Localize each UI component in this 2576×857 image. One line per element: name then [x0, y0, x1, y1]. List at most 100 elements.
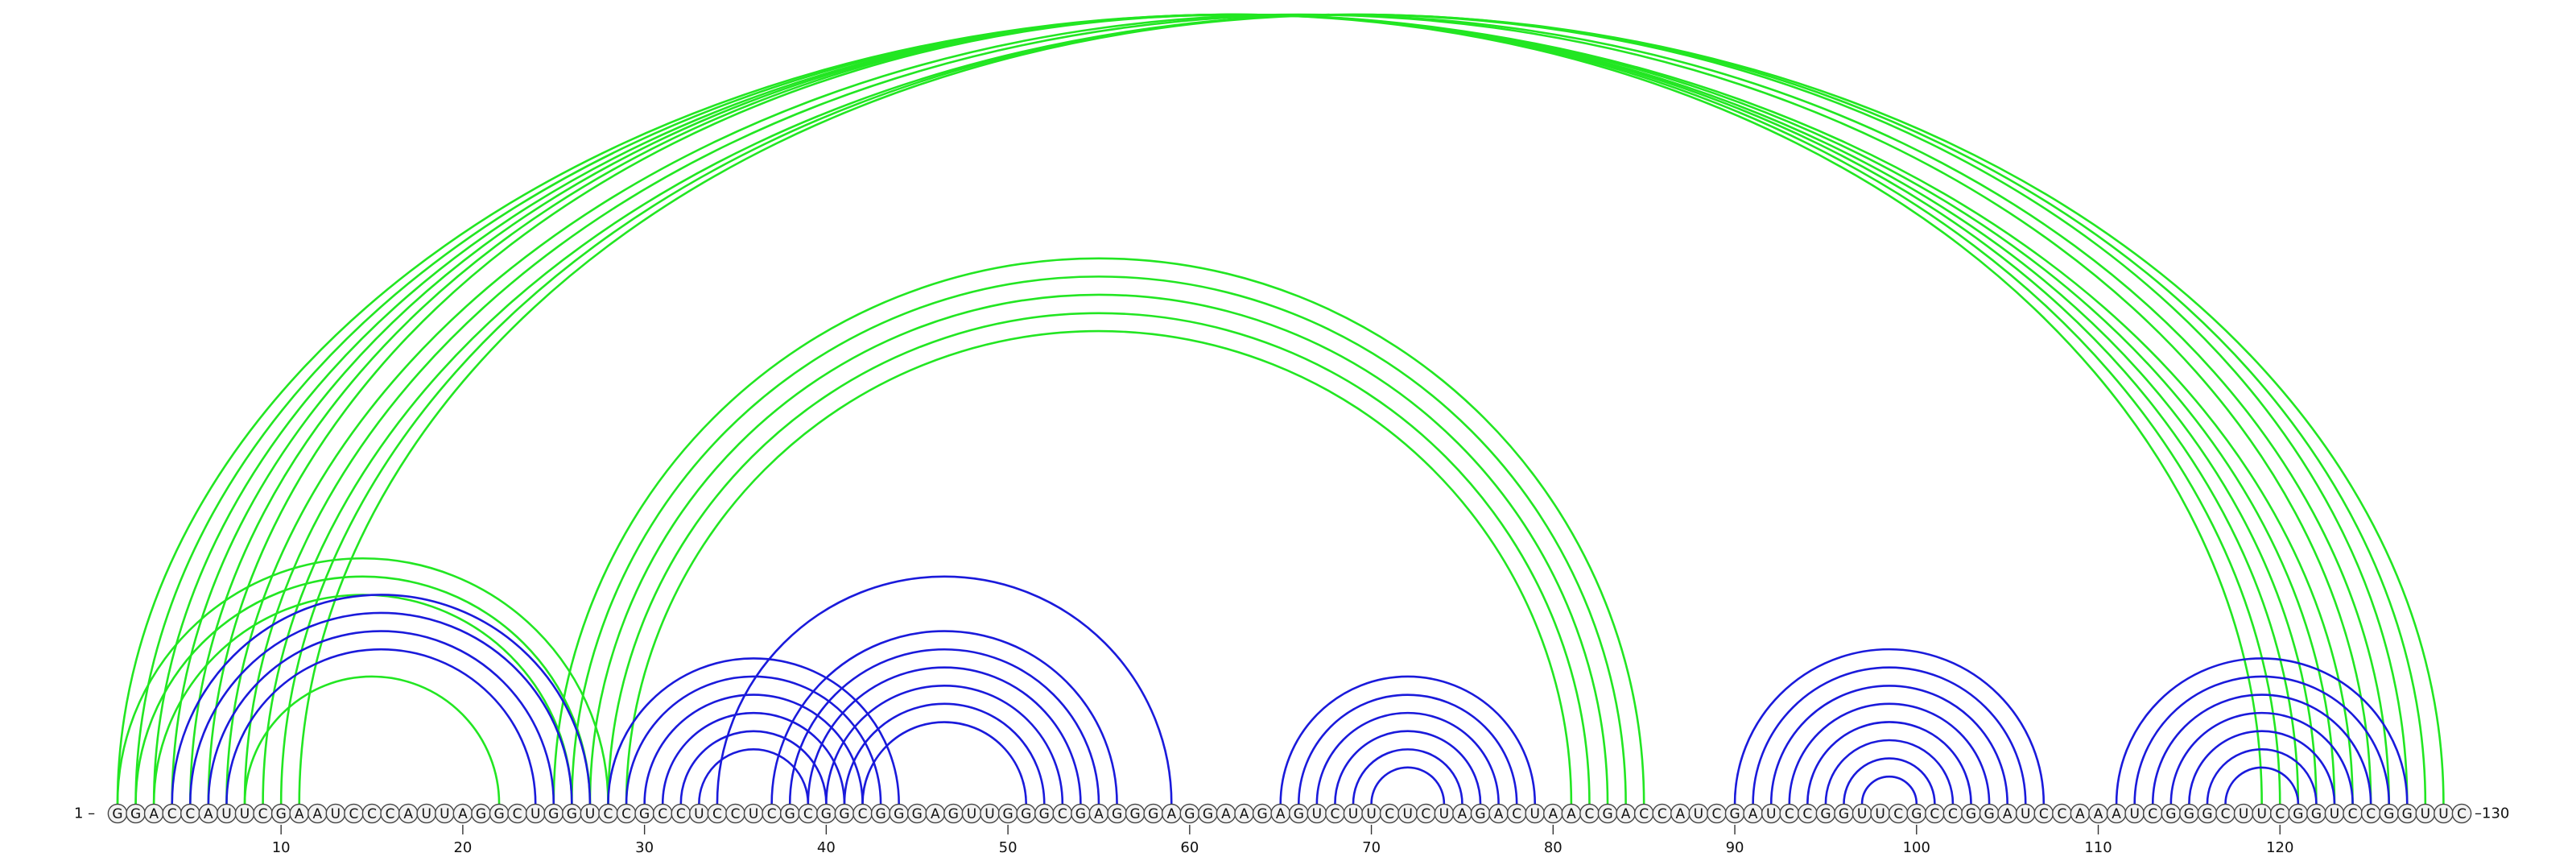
pseudoknot-arc-27-83 — [588, 293, 1609, 805]
nucleotide-letter-18: U — [422, 806, 431, 822]
nucleotide-letter-88: U — [1694, 806, 1703, 822]
nucleotide-letter-64: G — [1257, 806, 1268, 822]
nucleotide-letter-17: A — [403, 806, 413, 822]
nucleotide-letter-111: A — [2112, 806, 2121, 822]
nucleotide-letter-85: C — [1639, 806, 1649, 822]
nested-arc-32-40 — [679, 730, 828, 805]
nucleotide-letter-98: U — [1875, 806, 1885, 822]
nucleotide-letter-122: G — [2311, 806, 2322, 822]
nucleotide-letter-57: G — [1130, 806, 1141, 822]
nested-arc-114-124 — [2169, 711, 2354, 805]
nucleotide-letter-7: U — [221, 806, 231, 822]
nested-arc-31-41 — [661, 711, 846, 805]
nucleotide-letter-80: A — [1548, 806, 1558, 822]
start-position-label: 1 – — [74, 805, 95, 822]
nucleotide-letter-114: G — [2165, 806, 2176, 822]
nucleotide-letter-51: G — [1021, 806, 1031, 822]
nested-arc-96-101 — [1843, 758, 1936, 805]
nested-arc-94-103 — [1806, 721, 1972, 805]
nested-arc-111-127 — [2115, 657, 2409, 805]
nucleotide-letter-118: U — [2239, 806, 2248, 822]
nucleotide-letter-127: G — [2402, 806, 2413, 822]
nucleotide-letter-29: C — [621, 806, 631, 822]
nucleotide-letter-84: A — [1621, 806, 1631, 822]
nucleotide-letter-43: G — [875, 806, 886, 822]
nested-arc-40-53 — [825, 684, 1064, 805]
nucleotide-letter-126: G — [2384, 806, 2394, 822]
nucleotide-letter-52: G — [1039, 806, 1050, 822]
nucleotide-letter-53: C — [1058, 806, 1067, 822]
nucleotide-letter-12: A — [312, 806, 322, 822]
nucleotide-letter-105: A — [2003, 806, 2013, 822]
nested-arc-28-44 — [607, 657, 900, 805]
nested-arc-4-27 — [171, 594, 592, 805]
nucleotide-letter-75: A — [1458, 806, 1468, 822]
nucleotide-letter-20: A — [458, 806, 468, 822]
pseudoknot-arc-10-128 — [279, 13, 2427, 805]
nucleotide-letter-54: G — [1075, 806, 1086, 822]
pseudoknot-arc-2-123 — [136, 14, 2334, 804]
tick-label-70: 70 — [1362, 839, 1381, 856]
nested-arc-112-126 — [2133, 675, 2391, 805]
nucleotide-letter-89: C — [1712, 806, 1722, 822]
nested-arc-33-39 — [698, 747, 810, 805]
nucleotide-letter-8: U — [240, 806, 250, 822]
nucleotide-letter-23: C — [513, 806, 522, 822]
nucleotide-letter-103: G — [1966, 806, 1976, 822]
nucleotide-letter-9: C — [258, 806, 268, 822]
pseudoknot-arc-8-22 — [243, 676, 501, 805]
nucleotide-letter-124: C — [2348, 806, 2358, 822]
nucleotide-letter-110: A — [2094, 806, 2103, 822]
nucleotide-letter-58: G — [1148, 806, 1158, 822]
tick-label-40: 40 — [817, 839, 836, 856]
nucleotide-letter-108: C — [2057, 806, 2066, 822]
nucleotide-letter-121: G — [2293, 806, 2303, 822]
tick-label-60: 60 — [1180, 839, 1199, 856]
nucleotide-letter-38: G — [785, 806, 795, 822]
nucleotide-letter-22: G — [493, 806, 504, 822]
nucleotide-letter-34: C — [712, 806, 722, 822]
nucleotide-letter-48: U — [967, 806, 976, 822]
tick-label-20: 20 — [453, 839, 472, 856]
nucleotide-letter-74: U — [1439, 806, 1449, 822]
tick-label-80: 80 — [1544, 839, 1563, 856]
pseudoknot-arc-1-28 — [116, 557, 609, 805]
nested-arc-30-42 — [643, 693, 864, 805]
nucleotide-letter-2: G — [130, 806, 141, 822]
nucleotide-letter-82: C — [1585, 806, 1595, 822]
pseudoknot-arc-1-124 — [116, 13, 2354, 805]
nested-arc-70-74 — [1370, 766, 1446, 805]
pseudoknot-arc-11-127 — [298, 13, 2409, 805]
nucleotide-letter-81: A — [1567, 806, 1576, 822]
nested-arc-6-25 — [207, 630, 555, 805]
tick-label-90: 90 — [1726, 839, 1744, 856]
nucleotide-letter-123: U — [2330, 806, 2339, 822]
nested-arc-97-100 — [1860, 776, 1918, 805]
nucleotide-letter-107: C — [2039, 806, 2049, 822]
nucleotide-letter-11: A — [295, 806, 304, 822]
pseudoknot-arc-4-121 — [171, 14, 2300, 805]
pseudoknot-arcs — [116, 13, 2445, 805]
nucleotide-letter-115: G — [2184, 806, 2194, 822]
nucleotide-letter-3: A — [149, 806, 159, 822]
nested-arc-7-24 — [225, 648, 537, 805]
nucleotide-letter-92: U — [1766, 806, 1776, 822]
nested-arc-39-54 — [807, 667, 1082, 805]
nucleotide-letter-116: G — [2202, 806, 2212, 822]
nucleotide-letter-128: U — [2421, 806, 2430, 822]
nucleotide-letter-70: U — [1366, 806, 1376, 822]
nucleotide-letter-24: U — [530, 806, 540, 822]
nested-arc-41-52 — [843, 702, 1046, 805]
nested-arc-90-107 — [1733, 648, 2046, 805]
nucleotide-letter-37: C — [767, 806, 777, 822]
nested-arc-93-104 — [1788, 702, 1991, 805]
nucleotide-letter-5: C — [185, 806, 195, 822]
nucleotide-letter-130: C — [2457, 806, 2467, 822]
nucleotide-letter-90: G — [1729, 806, 1740, 822]
nested-arc-115-123 — [2188, 731, 2336, 805]
nucleotide-letter-61: G — [1203, 806, 1213, 822]
nucleotide-letter-10: G — [276, 806, 287, 822]
nucleotide-letter-14: C — [349, 806, 359, 822]
nucleotide-letter-62: A — [1221, 806, 1231, 822]
nested-arc-38-55 — [788, 648, 1100, 805]
